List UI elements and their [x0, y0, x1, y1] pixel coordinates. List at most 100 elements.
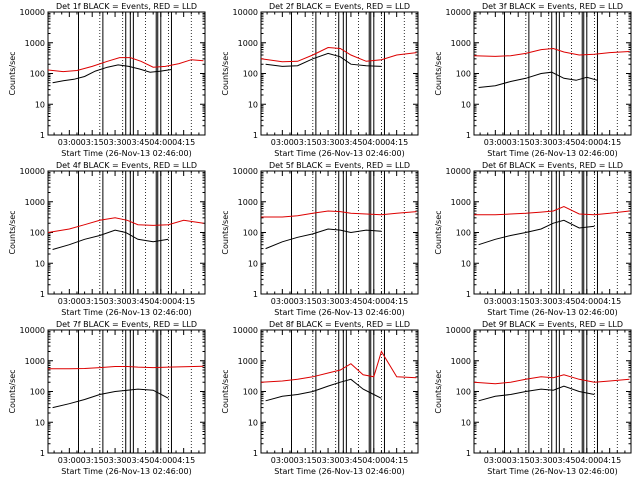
x-axis-label: Start Time (26-Nov-13 02:46:00) — [274, 149, 404, 158]
x-tick-label: 03:15 — [81, 297, 104, 306]
plot-frame — [260, 11, 419, 136]
plot-title: Det 8f BLACK = Events, RED = LLD — [269, 320, 410, 329]
x-tick-label: 03:45 — [126, 138, 149, 147]
x-tick-label: 03:15 — [81, 138, 104, 147]
y-tick-label: 10000 — [20, 167, 45, 176]
y-tick-label: 1 — [40, 449, 45, 458]
y-tick-label: 10 — [248, 259, 258, 268]
x-tick-label: 04:00 — [575, 297, 598, 306]
y-tick-label: 100 — [456, 229, 471, 238]
plot-panel: Det 4f BLACK = Events, RED = LLD 1 10 100 10… — [8, 161, 206, 317]
x-tick-label: 03:45 — [552, 297, 575, 306]
x-axis-label: Start Time (26-Nov-13 02:46:00) — [61, 308, 191, 317]
y-tick-label: 100 — [30, 229, 45, 238]
y-tick-label: 1000 — [451, 39, 471, 48]
y-axis-label: Counts/sec — [434, 51, 443, 95]
y-tick-label: 10 — [35, 418, 45, 427]
x-tick-label: 04:15 — [385, 456, 408, 465]
y-axis-label: Counts/sec — [221, 51, 230, 95]
y-tick-label: 10 — [461, 259, 471, 268]
x-axis-label: Start Time (26-Nov-13 02:46:00) — [487, 308, 617, 317]
y-axis-label: Counts/sec — [434, 210, 443, 254]
plot-title: Det 6f BLACK = Events, RED = LLD — [482, 161, 623, 170]
x-tick-label: 03:15 — [294, 138, 317, 147]
plot-title: Det 3f BLACK = Events, RED = LLD — [482, 2, 623, 11]
y-tick-label: 10000 — [20, 8, 45, 17]
plot-title: Det 1f BLACK = Events, RED = LLD — [56, 2, 197, 11]
x-tick-label: 03:45 — [339, 138, 362, 147]
y-tick-label: 1000 — [238, 39, 258, 48]
x-tick-label: 03:30 — [104, 456, 127, 465]
x-tick-label: 03:00 — [58, 456, 81, 465]
plot-panel: Det 9f BLACK = Events, RED = LLD 1 10 100 10… — [434, 320, 632, 476]
y-tick-label: 1 — [253, 290, 258, 299]
plot-panel: Det 3f BLACK = Events, RED = LLD 1 10 100 10… — [434, 2, 632, 158]
x-tick-label: 03:15 — [507, 138, 530, 147]
y-tick-label: 10 — [461, 100, 471, 109]
y-tick-label: 1000 — [25, 357, 45, 366]
y-tick-label: 10 — [248, 100, 258, 109]
y-tick-label: 10000 — [20, 326, 45, 335]
y-tick-label: 1 — [466, 449, 471, 458]
y-tick-label: 10000 — [446, 167, 471, 176]
x-tick-label: 03:45 — [339, 456, 362, 465]
series-line-events — [265, 228, 382, 250]
y-tick-label: 1000 — [451, 357, 471, 366]
plot-frame — [260, 170, 419, 295]
x-tick-label: 03:15 — [294, 456, 317, 465]
x-tick-label: 03:30 — [317, 297, 340, 306]
y-axis-label: Counts/sec — [434, 369, 443, 413]
y-tick-label: 1 — [40, 131, 45, 140]
x-tick-label: 04:00 — [575, 138, 598, 147]
series-line-lld — [261, 210, 417, 218]
x-tick-label: 04:00 — [149, 456, 172, 465]
y-tick-label: 1 — [253, 131, 258, 140]
plot-title: Det 4f BLACK = Events, RED = LLD — [56, 161, 197, 170]
y-tick-label: 10000 — [233, 8, 258, 17]
x-axis-label: Start Time (26-Nov-13 02:46:00) — [487, 149, 617, 158]
y-tick-label: 1000 — [25, 39, 45, 48]
x-tick-label: 03:00 — [484, 297, 507, 306]
plot-panel: Det 2f BLACK = Events, RED = LLD 1 10 100 10… — [221, 2, 419, 158]
x-tick-label: 04:00 — [362, 138, 385, 147]
series-line-events — [52, 388, 169, 409]
x-tick-label: 03:45 — [339, 297, 362, 306]
plot-title: Det 7f BLACK = Events, RED = LLD — [56, 320, 197, 329]
plot-panel: Det 7f BLACK = Events, RED = LLD 1 10 100 10… — [8, 320, 206, 476]
x-tick-label: 04:15 — [598, 138, 621, 147]
y-tick-label: 10000 — [446, 8, 471, 17]
x-tick-label: 03:15 — [507, 456, 530, 465]
y-tick-label: 100 — [243, 229, 258, 238]
x-tick-label: 04:00 — [362, 456, 385, 465]
plot-panel: Det 8f BLACK = Events, RED = LLD 1 10 100 10… — [221, 320, 419, 476]
y-tick-label: 100 — [30, 70, 45, 79]
x-tick-label: 03:00 — [271, 297, 294, 306]
x-tick-label: 03:45 — [126, 456, 149, 465]
series-line-lld — [473, 374, 630, 385]
x-axis-label: Start Time (26-Nov-13 02:46:00) — [61, 467, 191, 476]
series-line-events — [52, 64, 172, 84]
x-tick-label: 03:15 — [507, 297, 530, 306]
series-line-lld — [260, 350, 417, 383]
y-tick-label: 100 — [243, 388, 258, 397]
x-tick-label: 04:15 — [172, 297, 195, 306]
plot-frame — [473, 329, 632, 454]
y-axis-label: Counts/sec — [221, 210, 230, 254]
y-tick-label: 1 — [466, 131, 471, 140]
x-tick-label: 03:00 — [58, 297, 81, 306]
x-tick-label: 04:00 — [575, 456, 598, 465]
series-line-lld — [47, 217, 204, 233]
plot-frame — [47, 329, 206, 454]
x-tick-label: 03:00 — [58, 138, 81, 147]
y-tick-label: 1000 — [451, 198, 471, 207]
y-tick-label: 10 — [461, 418, 471, 427]
y-tick-label: 10000 — [233, 326, 258, 335]
x-tick-label: 04:00 — [362, 297, 385, 306]
x-tick-label: 04:15 — [172, 138, 195, 147]
series-line-lld — [260, 46, 417, 63]
series-line-events — [265, 378, 382, 402]
series-line-events — [478, 219, 595, 246]
y-tick-label: 100 — [243, 70, 258, 79]
plot-frame — [47, 11, 206, 136]
y-tick-label: 1000 — [238, 357, 258, 366]
